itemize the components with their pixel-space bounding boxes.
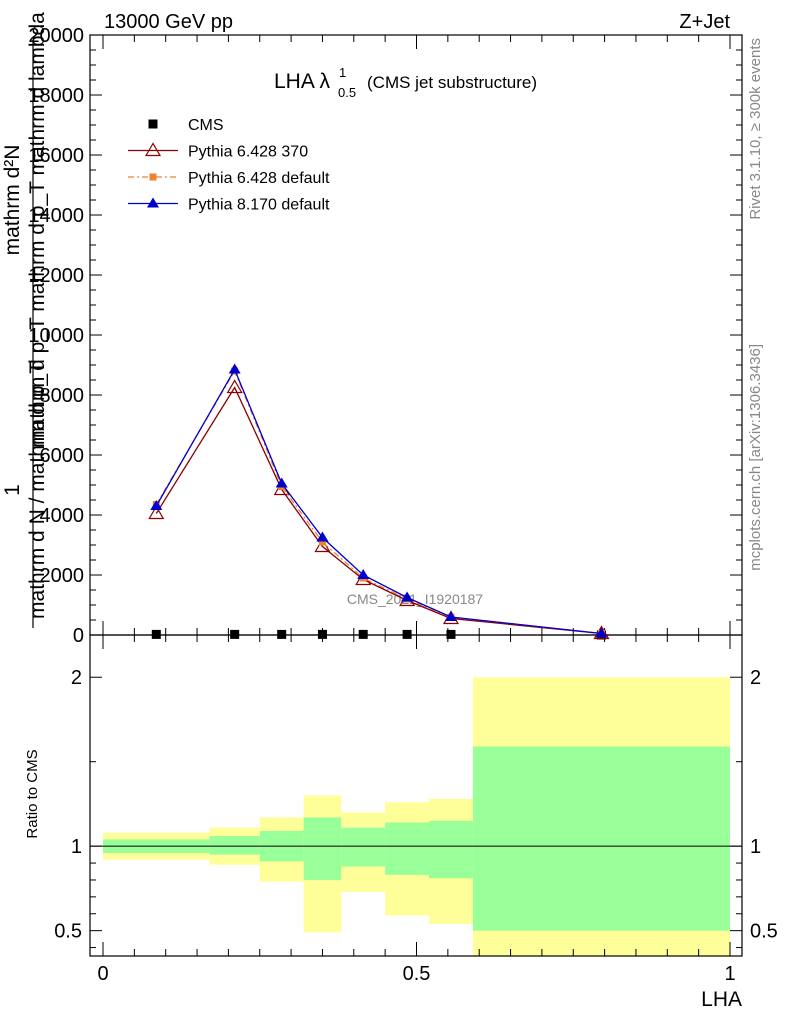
legend-label: Pythia 6.428 370 (188, 144, 308, 161)
watermark: CMS_2021_I1920187 (347, 591, 483, 607)
ratio-ytick-label: 1 (71, 836, 82, 858)
data-point (230, 629, 240, 639)
side-mcplots: mcplots.cern.ch [arXiv:1306.3436] (747, 344, 764, 571)
main-ytick-label: 4000 (40, 505, 85, 527)
data-point (147, 197, 159, 208)
data-point (277, 629, 287, 639)
data-point (446, 629, 456, 639)
title-main: LHA λ (274, 70, 331, 93)
ratio-ytick-label-right: 1 (750, 836, 761, 858)
series-3 (150, 363, 608, 638)
data-point (444, 611, 457, 621)
legend-item: Pythia 8.170 default (128, 197, 330, 214)
legend: CMS Pythia 6.428 370 Pythia 6.428 default P… (128, 117, 330, 214)
series-line (155, 386, 602, 635)
ratio-ytick-label: 2 (71, 667, 82, 689)
data-point (226, 379, 243, 394)
xtick-label: 1 (724, 963, 735, 985)
ylabel-one: 1 (1, 484, 24, 496)
ratio-band-green (341, 827, 386, 867)
x-axis-label: LHA (701, 988, 742, 1011)
ylabel-den-top: mathrm d p_T mathrm d p_T mathrm d lambd… (26, 12, 49, 448)
data-point (318, 538, 326, 546)
data-point (150, 500, 163, 510)
main-axis-ticks: 0 2000 4000 6000 8000 10000 12000 14000 16000 180… (28, 25, 742, 647)
data-point (316, 531, 329, 542)
data-point (148, 119, 158, 129)
ratio-ytick-label-right: 2 (750, 667, 761, 689)
data-point (149, 173, 157, 181)
legend-label: Pythia 6.428 default (188, 170, 330, 187)
ratio-ytick-label-right: 0.5 (750, 921, 778, 943)
main-ytick-label: 0 (73, 625, 84, 647)
title-suffix: (CMS jet substructure) (367, 73, 537, 92)
data-point (144, 142, 162, 157)
ratio-band-green (429, 820, 473, 879)
data-point (402, 629, 412, 639)
main-ytick-label: 8000 (40, 385, 85, 407)
title-sup: 1 (339, 65, 346, 80)
ratio-bands (103, 677, 730, 956)
main-ytick-label: 2000 (40, 565, 85, 587)
series-line (155, 368, 602, 635)
data-point (357, 569, 370, 579)
data-point (275, 477, 288, 488)
legend-item: Pythia 6.428 default (128, 170, 330, 187)
main-ytick-label: 14000 (28, 205, 84, 227)
y-axis-label-ratio: Ratio to CMS (24, 749, 41, 838)
legend-label: CMS (188, 117, 224, 134)
legend-label: Pythia 8.170 default (188, 197, 330, 214)
data-point (358, 629, 368, 639)
data-point (595, 627, 608, 638)
main-ytick-label: 16000 (28, 145, 84, 167)
title-sub: 0.5 (338, 85, 356, 100)
main-ytick-label: 18000 (28, 85, 84, 107)
main-ytick-label: 6000 (40, 445, 85, 467)
ratio-axis-ticks: 0.5 0.5 1 1 2 2 (54, 667, 778, 949)
series-layer (148, 363, 610, 640)
data-point (228, 363, 241, 374)
xtick-label: 0.5 (403, 963, 431, 985)
ratio-band-green (385, 822, 430, 875)
ratio-band-green (303, 817, 342, 880)
data-point (401, 591, 414, 602)
x-axis-ticks: 0 0.5 1 (97, 35, 736, 985)
xtick-label: 0 (97, 963, 108, 985)
ylabel-den: mathrm d N / mathrm d p_T (26, 361, 49, 619)
ratio-ytick-label: 0.5 (54, 921, 82, 943)
data-point (148, 505, 165, 520)
y-axis-label-main: mathrm d²N mathrm d p_T mathrm d p_T mat… (1, 12, 49, 628)
header-right: Z+Jet (679, 11, 730, 33)
header-left: 13000 GeV pp (104, 11, 233, 33)
data-point (151, 629, 161, 639)
side-rivet: Rivet 3.1.10, ≥ 300k events (747, 38, 764, 220)
legend-item: CMS (148, 117, 224, 134)
ratio-band-green (472, 746, 730, 931)
legend-item: Pythia 6.428 370 (128, 142, 308, 161)
plot-title: LHA λ 1 0.5 (CMS jet substructure) (274, 65, 537, 100)
main-ytick-label: 20000 (28, 25, 84, 47)
main-ytick-label: 10000 (28, 325, 84, 347)
ylabel-num: mathrm d²N (1, 145, 24, 256)
main-ytick-label: 12000 (28, 265, 84, 287)
data-point (317, 629, 327, 639)
ratio-band-green (209, 836, 260, 855)
